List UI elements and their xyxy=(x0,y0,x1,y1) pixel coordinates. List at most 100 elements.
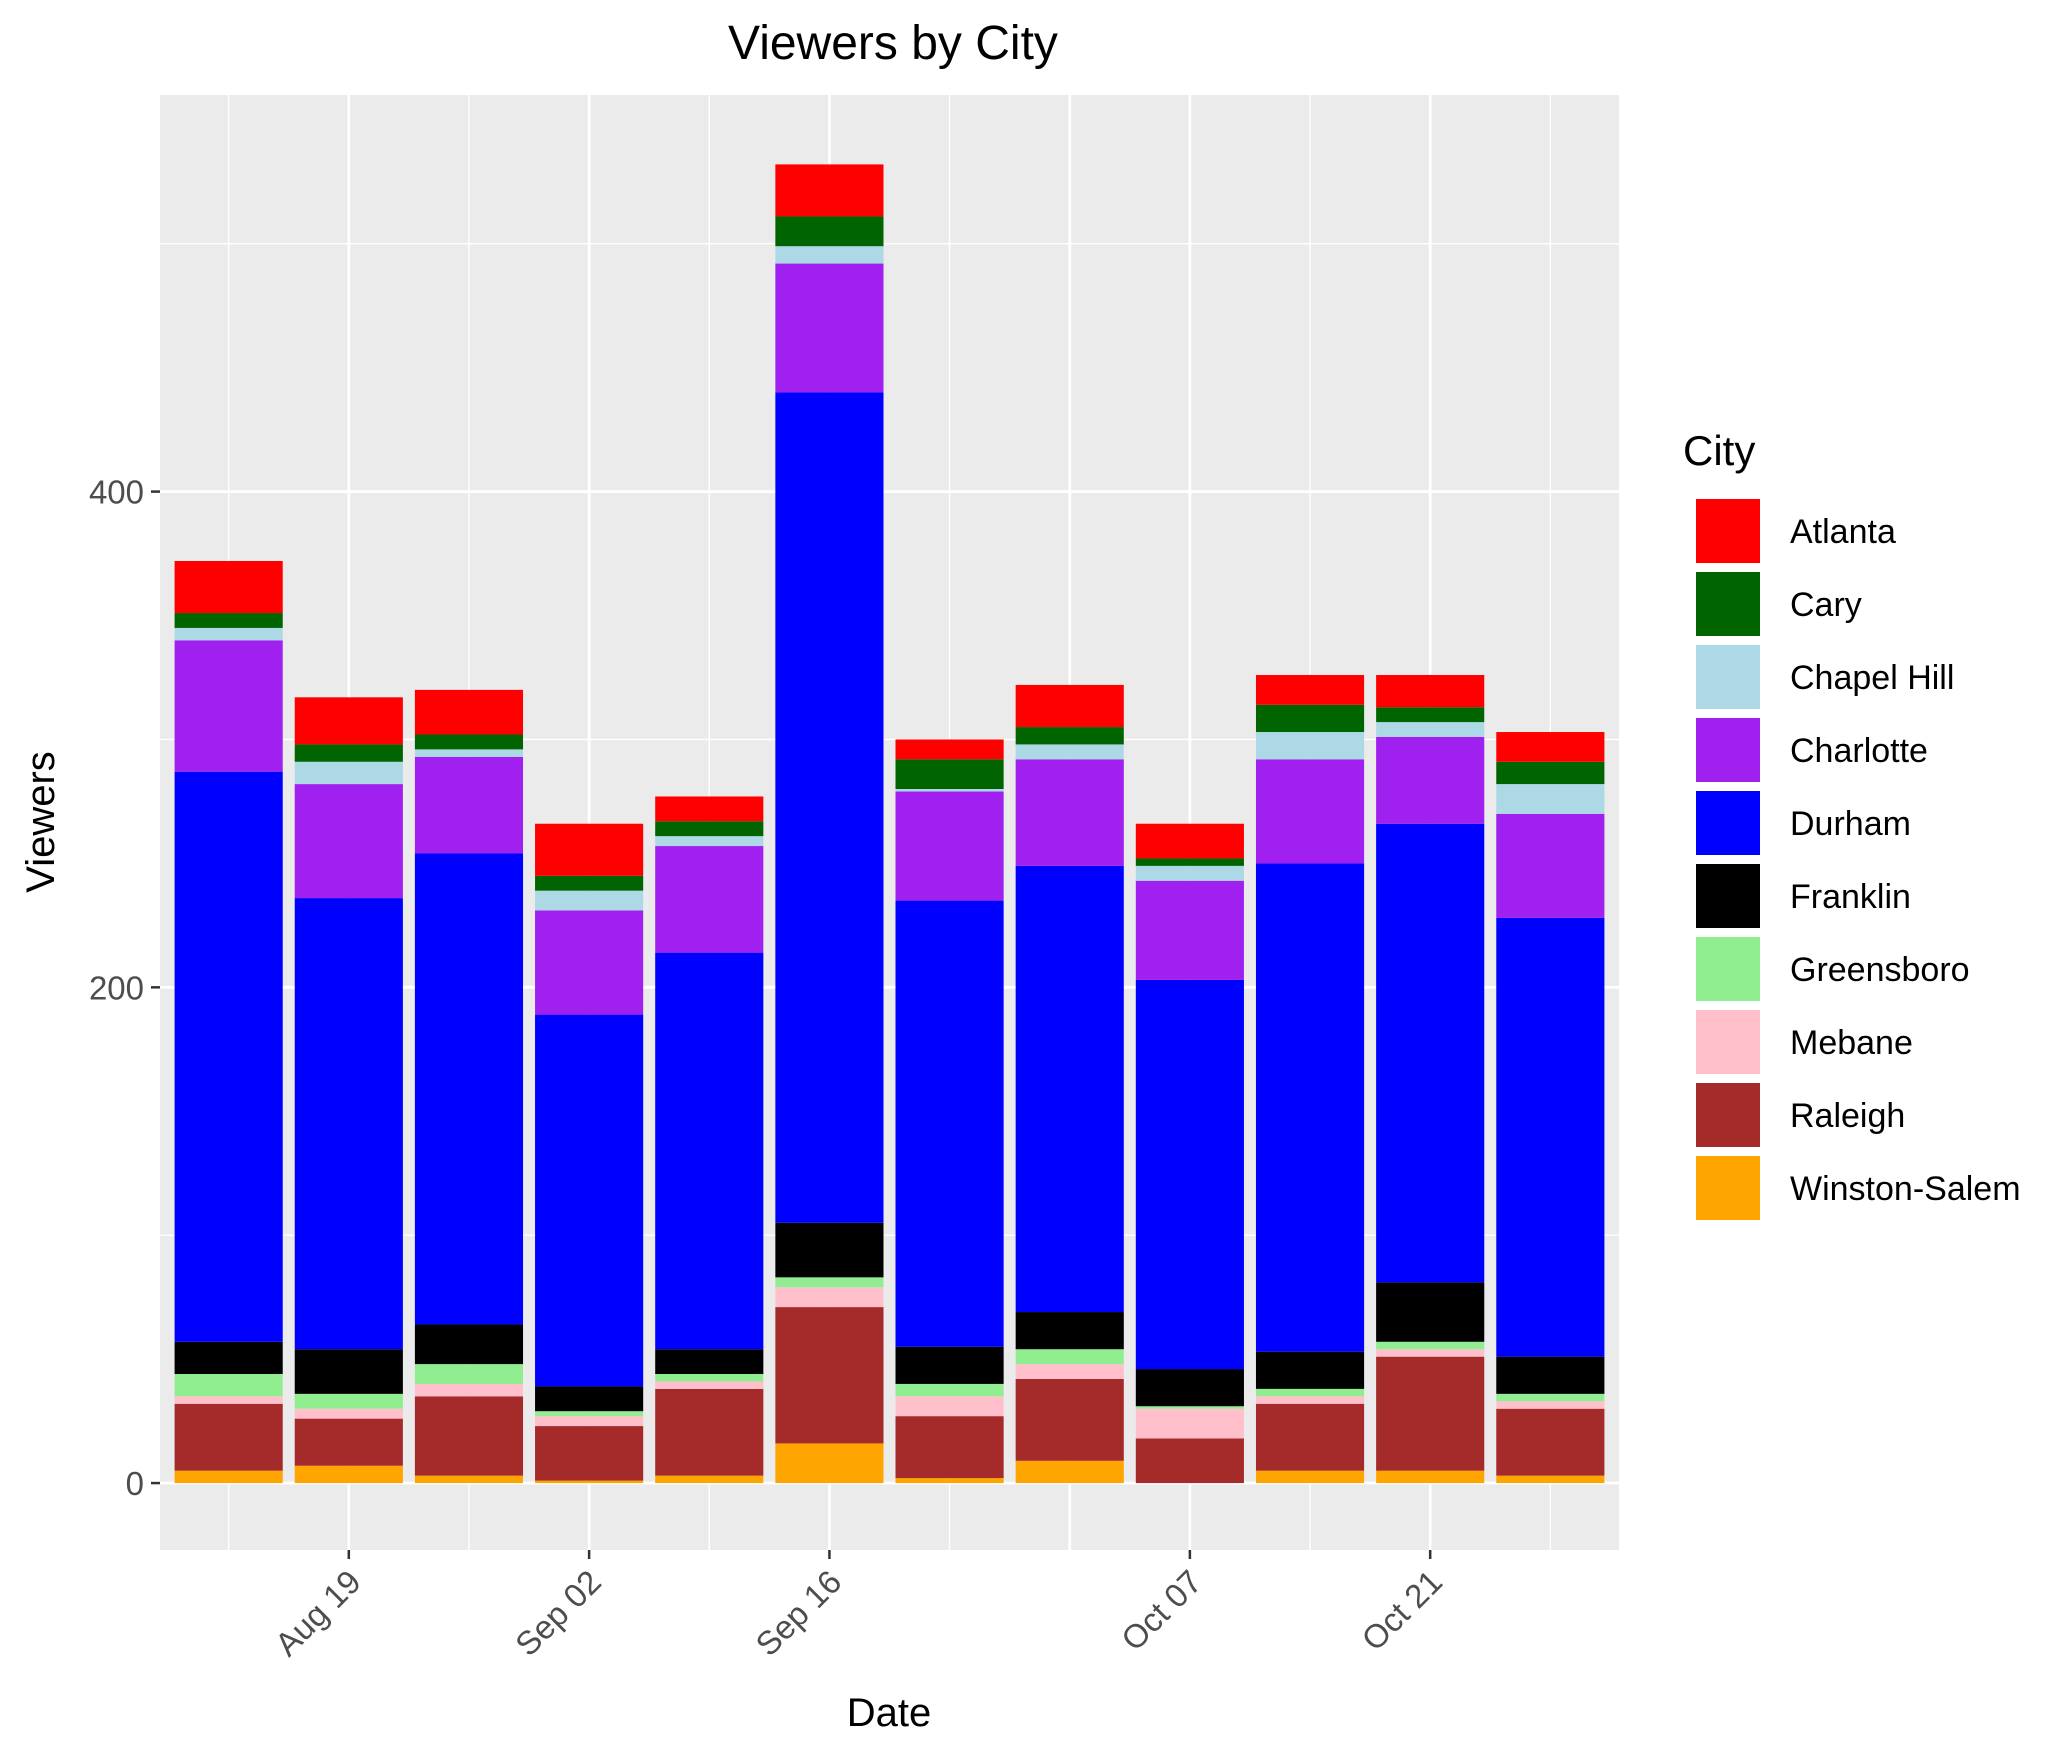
bar-segment xyxy=(655,1374,764,1382)
bar-segment xyxy=(535,910,644,1015)
bar-segment xyxy=(174,1470,283,1484)
bar-segment xyxy=(174,560,283,614)
bar-segment xyxy=(895,789,1004,792)
legend-item: Raleigh xyxy=(1694,1081,1905,1149)
y-tick-label: 0 xyxy=(126,1465,144,1502)
bar-segment xyxy=(1135,865,1244,881)
bar-segment xyxy=(655,836,764,847)
bar-segment xyxy=(1135,1408,1244,1439)
bar-segment xyxy=(1376,1282,1485,1342)
bar-segment xyxy=(1015,1312,1124,1350)
plot-panel xyxy=(160,95,1619,1550)
bar-segment xyxy=(174,640,283,772)
bar-segment xyxy=(414,1396,524,1476)
x-tick-label: Oct 07 xyxy=(1114,1563,1209,1658)
bar-segment xyxy=(294,1408,403,1419)
bar-segment xyxy=(174,771,283,1342)
bar-segment xyxy=(1255,704,1365,733)
bar-segment xyxy=(1015,1460,1124,1484)
bar-segment xyxy=(895,1383,1004,1397)
bar-segment xyxy=(895,900,1004,1347)
bar-segment xyxy=(1015,727,1124,745)
legend-item: Winston-Salem xyxy=(1694,1154,2021,1222)
bar-segment xyxy=(775,1277,884,1288)
bar-segment xyxy=(294,1465,403,1484)
bar-segment xyxy=(655,952,764,1350)
bar-segment xyxy=(535,1480,644,1484)
bar-segment xyxy=(1255,1470,1365,1484)
bar-segment xyxy=(1015,744,1124,760)
bar-segment xyxy=(1496,1393,1605,1402)
bar-segment xyxy=(1376,1341,1485,1350)
bar-segment xyxy=(775,263,884,393)
bar-segment xyxy=(174,1403,283,1471)
bar-segment xyxy=(294,1349,403,1394)
bar-segment xyxy=(1255,1396,1365,1404)
bar-segment xyxy=(1376,675,1485,708)
legend-item: Cary xyxy=(1694,570,1862,638)
legend-item: Chapel Hill xyxy=(1694,643,1954,711)
legend-swatch xyxy=(1694,1008,1762,1076)
bar-segment xyxy=(174,1396,283,1404)
legend-item: Atlanta xyxy=(1694,497,1896,565)
bar-segment xyxy=(414,1475,524,1484)
bar-segment xyxy=(535,1411,644,1417)
bar-segment xyxy=(535,890,644,911)
bar-segment xyxy=(1496,784,1605,814)
y-tick-label: 200 xyxy=(89,969,144,1006)
bar-segment xyxy=(414,1364,524,1384)
legend-swatch xyxy=(1694,1081,1762,1149)
bar-segment xyxy=(414,853,524,1325)
bar-segment xyxy=(1376,823,1485,1283)
legend-items: Atlanta Cary Chapel Hill Charlotte Durham Fra… xyxy=(1694,497,2021,1222)
bar-segment xyxy=(775,216,884,247)
bar-segment xyxy=(1496,1401,1605,1409)
bar-segment xyxy=(655,796,764,822)
bar-segment xyxy=(174,613,283,628)
legend: City Atlanta Cary Chapel Hill Charlotte Durh… xyxy=(1683,427,2021,1222)
bar-segment xyxy=(535,1416,644,1427)
bar-segment xyxy=(895,1396,1004,1417)
bar-segment xyxy=(294,697,403,745)
bar-segment xyxy=(294,744,403,762)
bar-segment xyxy=(1135,858,1244,866)
bar-segment xyxy=(1496,1475,1605,1484)
bar-segment xyxy=(535,1386,644,1412)
legend-label: Winston-Salem xyxy=(1790,1170,2021,1208)
bar-segment xyxy=(655,1381,764,1389)
bar-segment xyxy=(1135,1406,1244,1409)
legend-item: Charlotte xyxy=(1694,716,1928,784)
legend-label: Raleigh xyxy=(1790,1097,1905,1135)
bar-segment xyxy=(775,1307,884,1444)
legend-title: City xyxy=(1683,427,1755,474)
bar-segment xyxy=(174,1374,283,1397)
bar-segment xyxy=(1255,675,1365,705)
bar-segment xyxy=(414,1324,524,1365)
bar-segment xyxy=(1496,1408,1605,1476)
legend-swatch xyxy=(1694,789,1762,857)
bar-segment xyxy=(1135,823,1244,859)
legend-label: Franklin xyxy=(1790,878,1911,916)
legend-label: Atlanta xyxy=(1790,513,1896,551)
bar-segment xyxy=(294,1418,403,1466)
bar-segment xyxy=(1135,979,1244,1370)
legend-label: Mebane xyxy=(1790,1024,1913,1062)
y-axis-title: Viewers xyxy=(19,751,63,893)
bar-segment xyxy=(414,749,524,757)
bar-segment xyxy=(895,791,1004,901)
bar-segment xyxy=(1255,863,1365,1352)
bar-segment xyxy=(775,1443,884,1484)
bar-segment xyxy=(535,823,644,876)
legend-swatch xyxy=(1694,1154,1762,1222)
bar-segment xyxy=(895,739,1004,760)
bar-segment xyxy=(174,1341,283,1375)
bar-segment xyxy=(1015,865,1124,1313)
legend-label: Durham xyxy=(1790,805,1911,843)
x-tick-label: Sep 16 xyxy=(748,1563,848,1663)
bar-segment xyxy=(1255,1351,1365,1389)
legend-label: Greensboro xyxy=(1790,951,1970,989)
bar-segment xyxy=(775,246,884,264)
bar-segment xyxy=(1376,707,1485,723)
bar-segment xyxy=(414,689,524,735)
